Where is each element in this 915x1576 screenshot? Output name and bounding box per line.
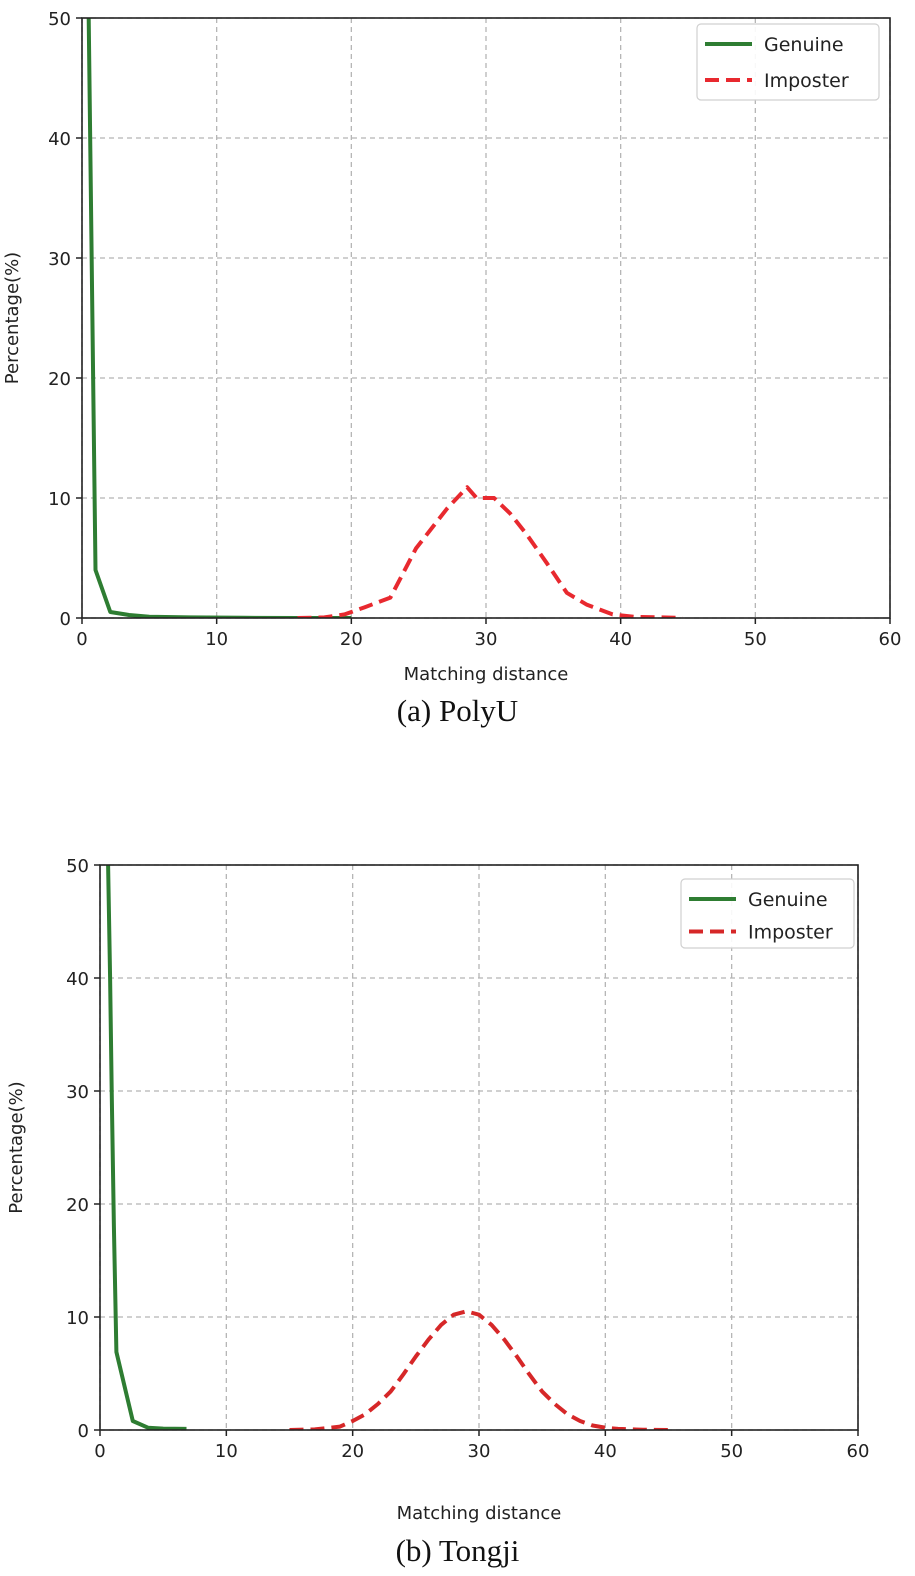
y-tick-label: 30 — [48, 249, 71, 270]
x-tick-label: 20 — [341, 1441, 364, 1462]
legend-label-imposter: Imposter — [748, 922, 833, 944]
legend: Genuine Imposter — [680, 878, 855, 949]
x-tick-label: 30 — [475, 629, 498, 650]
y-tick-label: 10 — [66, 1308, 89, 1329]
series-imposter-line — [297, 485, 683, 618]
x-axis-label: Matching distance — [404, 664, 569, 685]
legend-label-genuine: Genuine — [764, 34, 844, 56]
x-tick-label: 60 — [879, 629, 902, 650]
x-tick-label: 0 — [76, 629, 87, 650]
legend-box — [680, 878, 855, 949]
x-tick-label: 10 — [215, 1441, 238, 1462]
y-tick-label: 40 — [66, 969, 89, 990]
x-tick-label: 30 — [468, 1441, 491, 1462]
series-imposter-line — [289, 1309, 669, 1430]
x-tick-label: 10 — [205, 629, 228, 650]
y-tick-label: 0 — [78, 1421, 89, 1442]
y-tick-label: 0 — [60, 609, 71, 630]
x-axis-label: Matching distance — [397, 1503, 562, 1524]
y-tick-label: 20 — [66, 1195, 89, 1216]
legend: Genuine Imposter — [696, 23, 880, 101]
y-tick-label: 50 — [66, 856, 89, 877]
y-tick-label: 50 — [48, 9, 71, 30]
x-tick-label: 0 — [94, 1441, 105, 1462]
x-tick-label: 60 — [847, 1441, 870, 1462]
plot-frame — [99, 864, 859, 1431]
y-tick-label: 40 — [48, 129, 71, 150]
x-tick-label: 40 — [594, 1441, 617, 1462]
y-axis-label: Percentage(%) — [6, 1081, 27, 1213]
legend-label-genuine: Genuine — [748, 889, 828, 911]
caption-tongji: (b) Tongji — [395, 1533, 520, 1568]
legend-label-imposter: Imposter — [764, 70, 849, 92]
x-tick-label: 50 — [720, 1441, 743, 1462]
series-genuine-line — [86, 18, 352, 618]
plot-frame — [81, 17, 891, 619]
y-axis-label: Percentage(%) — [2, 252, 23, 384]
y-tick-label: 10 — [48, 489, 71, 510]
chart-0: 0 10 20 30 40 50 60 0 10 20 30 40 50 Matching distanc… — [2, 9, 901, 685]
y-tick-label: 20 — [48, 369, 71, 390]
chart-1: 0 10 20 30 40 50 60 0 10 20 30 40 50 Matching distanc… — [6, 856, 869, 1524]
series-genuine-line — [106, 865, 187, 1430]
x-tick-label: 50 — [744, 629, 767, 650]
y-tick-label: 30 — [66, 1082, 89, 1103]
caption-polyu: (a) PolyU — [396, 693, 519, 728]
x-tick-label: 40 — [609, 629, 632, 650]
x-tick-label: 20 — [340, 629, 363, 650]
